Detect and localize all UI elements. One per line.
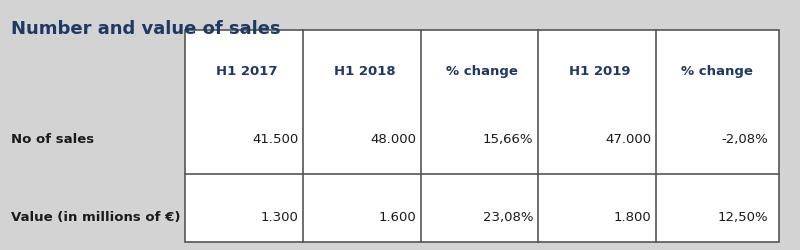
Text: 23,08%: 23,08% bbox=[483, 212, 534, 224]
Text: -2,08%: -2,08% bbox=[722, 133, 769, 146]
Text: 15,66%: 15,66% bbox=[483, 133, 534, 146]
Text: % change: % change bbox=[446, 65, 518, 78]
Text: 1.300: 1.300 bbox=[261, 212, 298, 224]
Text: 1.600: 1.600 bbox=[378, 212, 416, 224]
Text: H1 2017: H1 2017 bbox=[216, 65, 278, 78]
Text: 1.800: 1.800 bbox=[614, 212, 651, 224]
Text: Number and value of sales: Number and value of sales bbox=[10, 20, 280, 38]
Text: Value (in millions of €): Value (in millions of €) bbox=[10, 212, 180, 224]
Text: 41.500: 41.500 bbox=[252, 133, 298, 146]
Text: H1 2019: H1 2019 bbox=[569, 65, 630, 78]
FancyBboxPatch shape bbox=[186, 30, 779, 242]
Text: H1 2018: H1 2018 bbox=[334, 65, 395, 78]
Text: 47.000: 47.000 bbox=[605, 133, 651, 146]
Text: 48.000: 48.000 bbox=[370, 133, 416, 146]
Text: No of sales: No of sales bbox=[10, 133, 94, 146]
Text: % change: % change bbox=[682, 65, 754, 78]
Text: 12,50%: 12,50% bbox=[718, 212, 769, 224]
